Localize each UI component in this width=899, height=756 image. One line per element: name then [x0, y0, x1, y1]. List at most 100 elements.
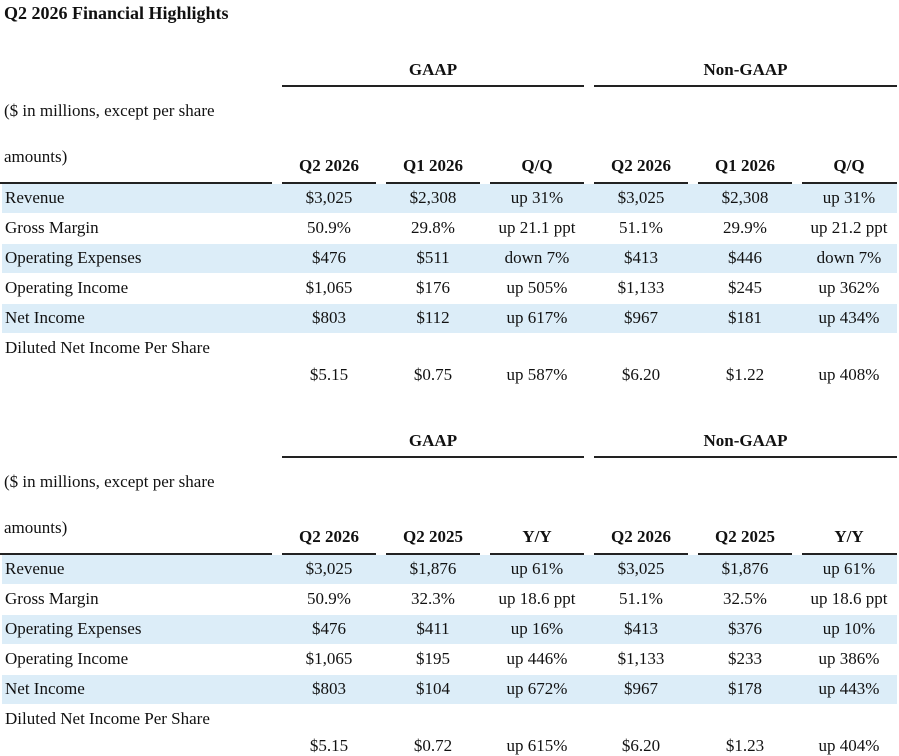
- cell-value: 50.9%: [307, 589, 351, 608]
- group-header: Non-GAAP: [703, 60, 788, 79]
- cell-value: up 18.6 ppt: [498, 589, 576, 608]
- group-header: GAAP: [408, 431, 458, 450]
- cell-value: up 615%: [506, 736, 568, 755]
- column-header: Y/Y: [834, 527, 864, 546]
- group-header: Non-GAAP: [703, 431, 788, 450]
- cell-value: $411: [416, 619, 450, 638]
- cell-value: up 10%: [822, 619, 876, 638]
- cell-value: $245: [728, 278, 762, 297]
- row-band: [2, 184, 897, 213]
- cell-value: $476: [312, 619, 346, 638]
- cell-value: $104: [416, 679, 450, 698]
- cell-value: $376: [728, 619, 762, 638]
- cell-value: up 443%: [818, 679, 880, 698]
- column-rule: [386, 182, 480, 184]
- label-rule: [0, 182, 272, 184]
- row-band: [2, 555, 897, 584]
- column-header: Q2 2026: [611, 527, 671, 546]
- column-header: Q/Q: [833, 156, 865, 175]
- column-header: Q2 2026: [611, 156, 671, 175]
- cell-value: $195: [416, 649, 450, 668]
- column-rule: [594, 182, 688, 184]
- row-band: [2, 304, 897, 333]
- row-band: [2, 615, 897, 644]
- cell-value: up 61%: [510, 559, 564, 578]
- column-rule: [282, 182, 376, 184]
- column-header: Q2 2026: [299, 156, 359, 175]
- column-rule: [386, 553, 480, 555]
- cell-value: $413: [624, 248, 658, 267]
- cell-value: 32.3%: [411, 589, 455, 608]
- unit-note: ($ in millions, except per share: [4, 472, 215, 491]
- column-header: Q1 2026: [715, 156, 775, 175]
- cell-value: $1,876: [409, 559, 457, 578]
- cell-value: $176: [416, 278, 450, 297]
- page-title: Q2 2026 Financial Highlights: [4, 3, 229, 23]
- column-header: Q2 2025: [715, 527, 775, 546]
- cell-value: $5.15: [309, 736, 349, 755]
- cell-value: $3,025: [617, 188, 665, 207]
- cell-value: up 408%: [818, 365, 880, 384]
- cell-value: $967: [624, 308, 658, 327]
- cell-value: up 617%: [506, 308, 568, 327]
- cell-value: $1,876: [721, 559, 769, 578]
- row-label: Operating Expenses: [5, 248, 142, 267]
- row-band: [2, 244, 897, 273]
- cell-value: $2,308: [721, 188, 769, 207]
- cell-value: up 587%: [506, 365, 568, 384]
- cell-value: $178: [728, 679, 762, 698]
- cell-value: $803: [312, 679, 346, 698]
- column-header: Q/Q: [521, 156, 553, 175]
- unit-note: ($ in millions, except per share: [4, 101, 215, 120]
- cell-value: 29.9%: [723, 218, 767, 237]
- column-rule: [802, 553, 897, 555]
- cell-value: $1,065: [305, 649, 353, 668]
- cell-value: 51.1%: [619, 589, 663, 608]
- cell-value: $413: [624, 619, 658, 638]
- row-label: Gross Margin: [5, 218, 99, 237]
- cell-value: up 21.2 ppt: [810, 218, 888, 237]
- cell-value: 32.5%: [723, 589, 767, 608]
- row-label: Net Income: [5, 679, 85, 698]
- cell-value: $181: [728, 308, 762, 327]
- cell-value: up 61%: [822, 559, 876, 578]
- cell-value: up 434%: [818, 308, 880, 327]
- unit-note: amounts): [4, 518, 68, 537]
- cell-value: $6.20: [621, 365, 661, 384]
- label-rule: [0, 553, 272, 555]
- column-rule: [698, 553, 792, 555]
- row-label: Diluted Net Income Per Share: [5, 338, 210, 357]
- column-rule: [802, 182, 897, 184]
- cell-value: down 7%: [504, 248, 570, 267]
- cell-value: $1.23: [725, 736, 765, 755]
- cell-value: up 505%: [506, 278, 568, 297]
- cell-value: $476: [312, 248, 346, 267]
- row-band: [2, 675, 897, 704]
- cell-value: $803: [312, 308, 346, 327]
- cell-value: $1,065: [305, 278, 353, 297]
- group-rule: [594, 456, 897, 458]
- cell-value: up 31%: [822, 188, 876, 207]
- cell-value: $2,308: [409, 188, 457, 207]
- cell-value: $233: [728, 649, 762, 668]
- cell-value: up 21.1 ppt: [498, 218, 576, 237]
- row-label: Gross Margin: [5, 589, 99, 608]
- cell-value: down 7%: [816, 248, 882, 267]
- row-label: Net Income: [5, 308, 85, 327]
- cell-value: up 672%: [506, 679, 568, 698]
- cell-value: $112: [416, 308, 450, 327]
- cell-value: $511: [416, 248, 450, 267]
- column-rule: [490, 553, 584, 555]
- column-header: Y/Y: [522, 527, 552, 546]
- cell-value: up 386%: [818, 649, 880, 668]
- column-rule: [282, 553, 376, 555]
- row-label: Revenue: [5, 188, 65, 207]
- row-label: Diluted Net Income Per Share: [5, 709, 210, 728]
- column-header: Q2 2026: [299, 527, 359, 546]
- cell-value: $1,133: [617, 278, 665, 297]
- column-rule: [490, 182, 584, 184]
- row-label: Operating Expenses: [5, 619, 142, 638]
- column-header: Q1 2026: [403, 156, 463, 175]
- column-rule: [594, 553, 688, 555]
